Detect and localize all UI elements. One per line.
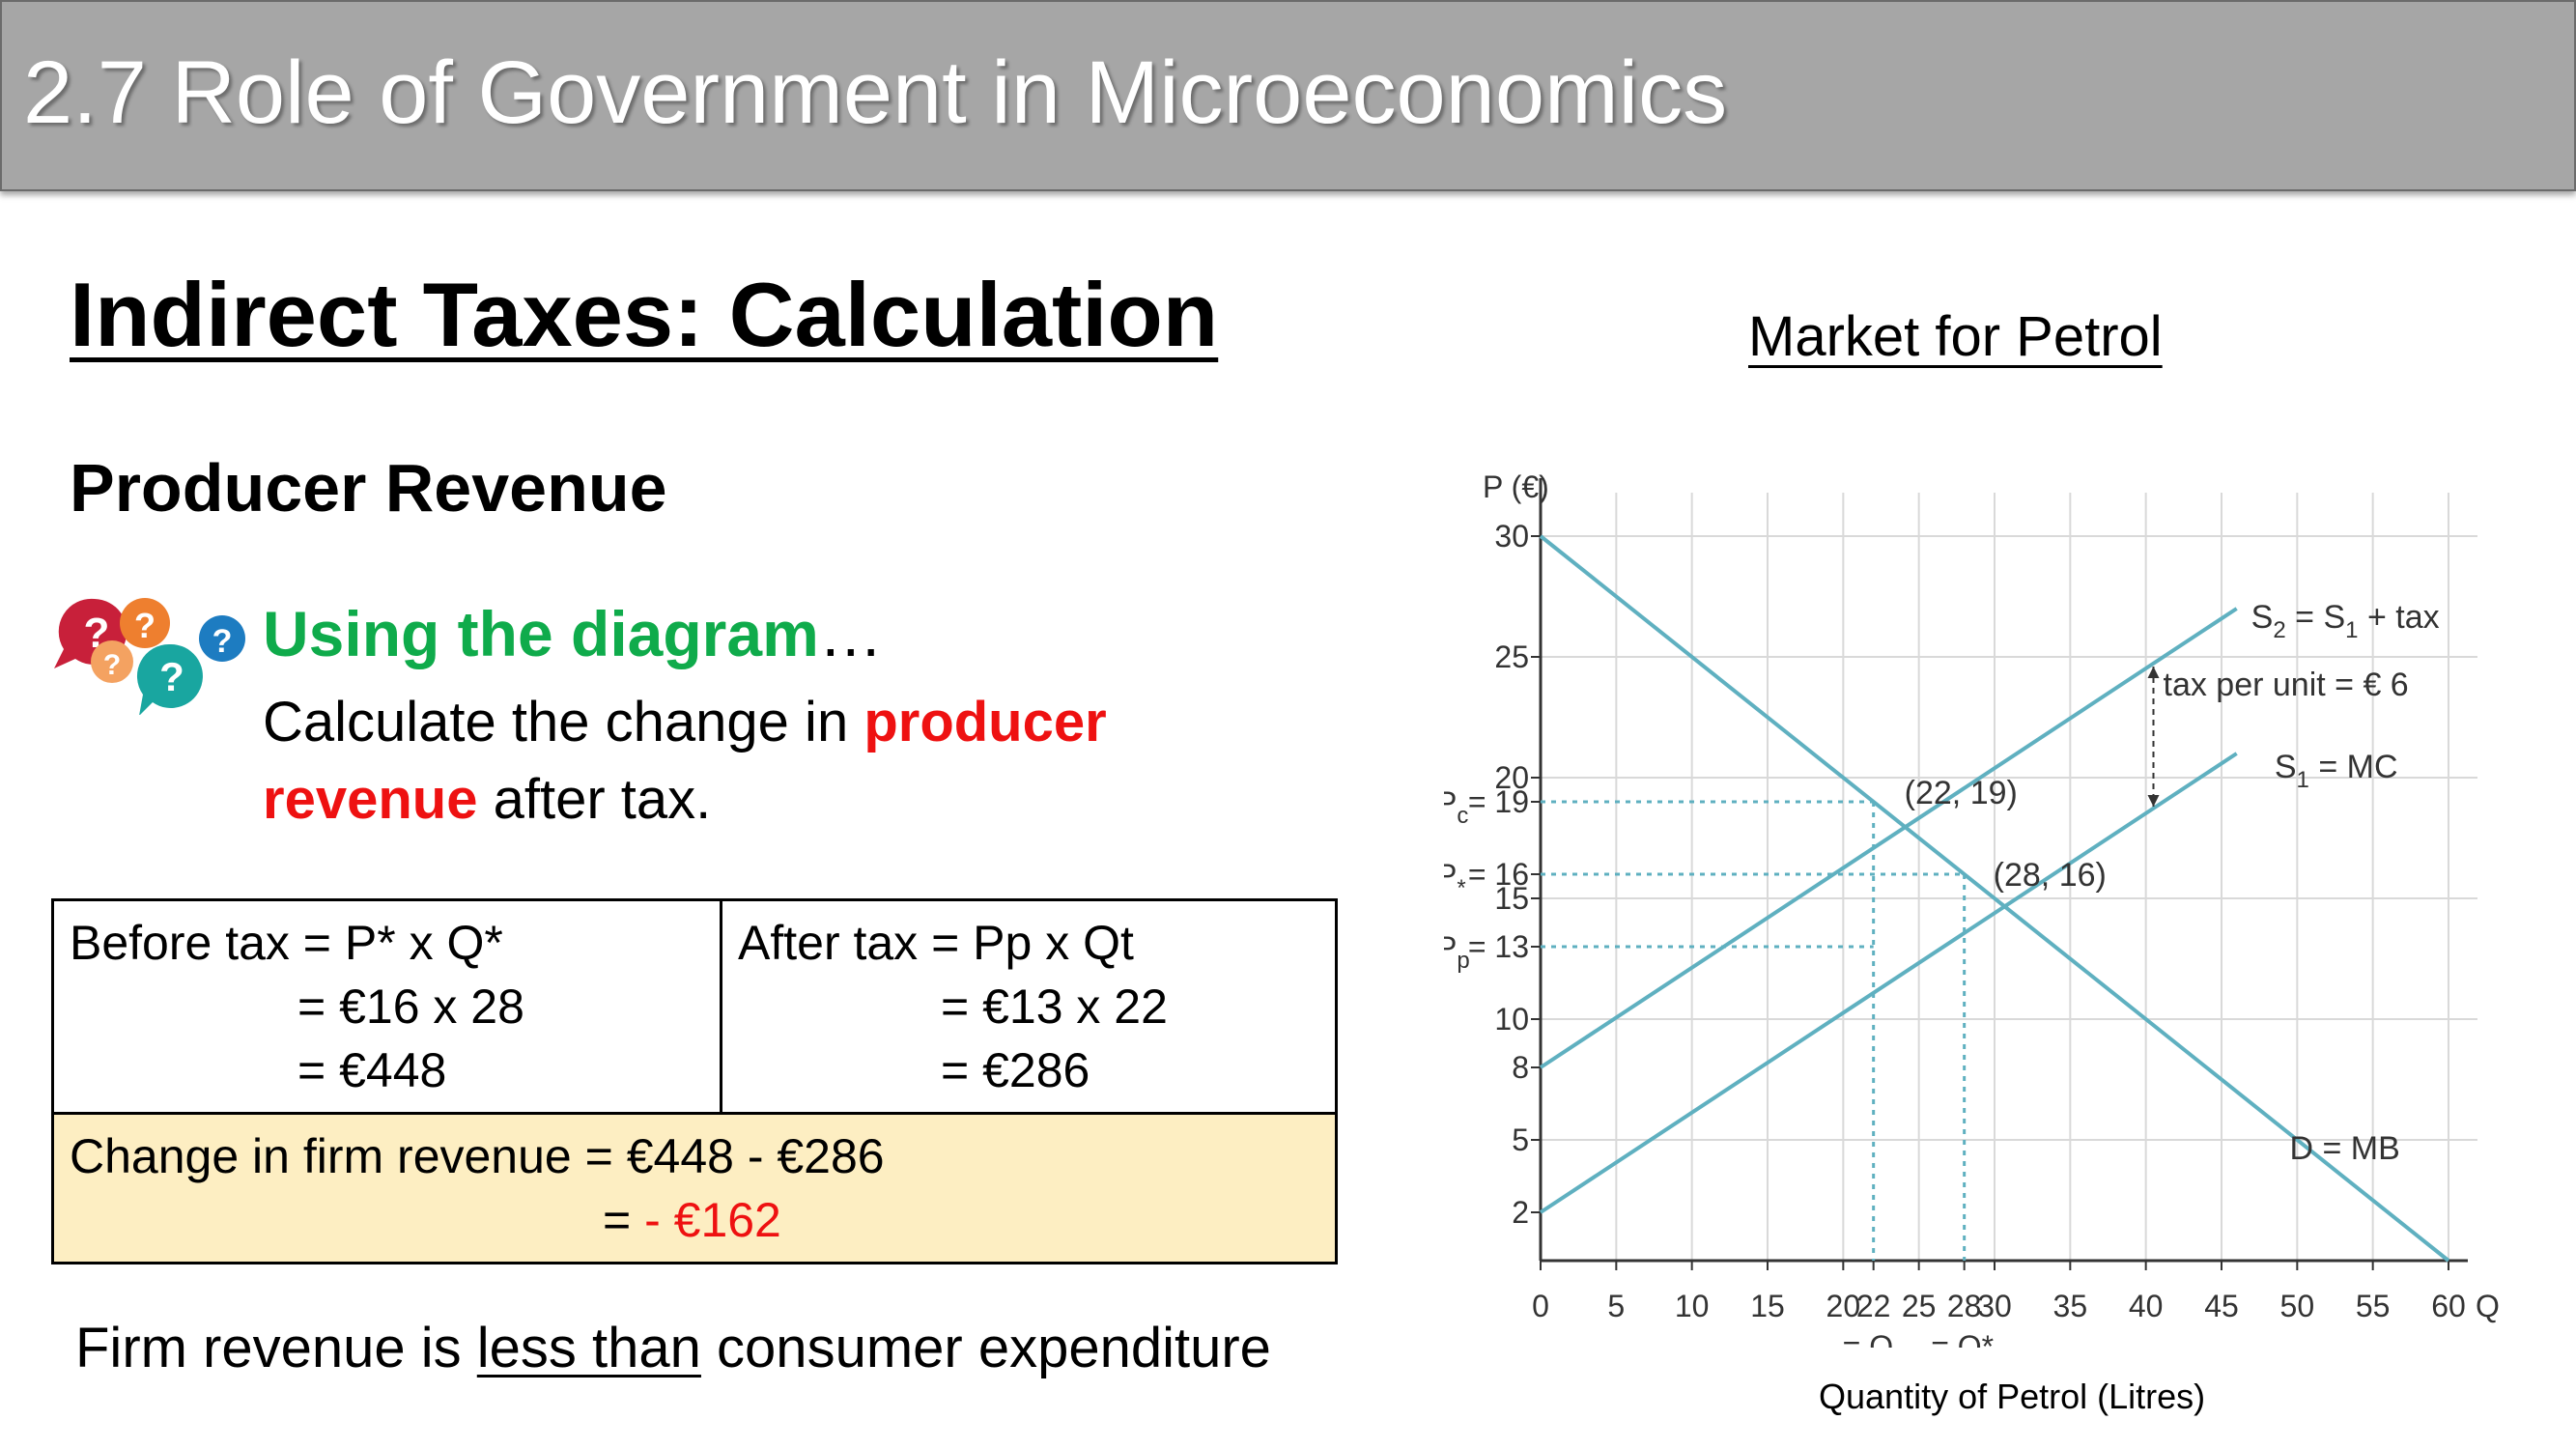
x-tick-label: 45 bbox=[2204, 1289, 2239, 1323]
price-label: Pc bbox=[1444, 785, 1468, 829]
x-tick-label: 10 bbox=[1675, 1289, 1710, 1323]
y-axis-label: P (€) bbox=[1483, 469, 1549, 504]
after-line3: = €286 bbox=[941, 1043, 1090, 1097]
prompt-lead-text: Using the diagram bbox=[263, 598, 819, 669]
after-line2: = €13 x 22 bbox=[941, 980, 1168, 1034]
y-tick-label: 2 bbox=[1512, 1195, 1529, 1230]
x-tick-label: 22 bbox=[1856, 1289, 1891, 1323]
conclusion-emphasis: less than bbox=[476, 1317, 701, 1379]
revenue-calculation-table: Before tax = P* x Q* = €16 x 28 = €448 A… bbox=[51, 898, 1338, 1264]
x-tick-label: 40 bbox=[2129, 1289, 2164, 1323]
svg-text:?: ? bbox=[159, 654, 184, 699]
series-label: D = MB bbox=[2290, 1130, 2400, 1167]
y-tick-label: = 19 bbox=[1468, 784, 1529, 819]
change-cell: Change in firm revenue = €448 - €286 = -… bbox=[51, 1112, 1338, 1264]
x-tick-label: 5 bbox=[1607, 1289, 1625, 1323]
tax-arrow-head-down bbox=[2147, 795, 2160, 807]
x-tick-label: 55 bbox=[2356, 1289, 2391, 1323]
series-label: S2 = S1 + tax bbox=[2251, 599, 2440, 643]
y-tick-label: 15 bbox=[1494, 881, 1529, 916]
before-tax-cell: Before tax = P* x Q* = €16 x 28 = €448 bbox=[51, 898, 722, 1115]
after-tax-cell: After tax = Pp x Qt = €13 x 22 = €286 bbox=[720, 898, 1338, 1115]
x-tick-label: 60 bbox=[2431, 1289, 2466, 1323]
before-line2: = €16 x 28 bbox=[297, 980, 524, 1034]
svg-text:?: ? bbox=[134, 606, 156, 645]
section-subtitle: Producer Revenue bbox=[70, 450, 667, 526]
demand-line bbox=[1539, 534, 2450, 1263]
y-tick-label: 30 bbox=[1494, 519, 1529, 554]
series-label: S1 = MC bbox=[2275, 749, 2398, 793]
prompt-highlight: producer revenue bbox=[263, 691, 1107, 831]
prompt-lead-ellipsis: … bbox=[818, 598, 883, 669]
header-bar: 2.7 Role of Government in Microeconomics bbox=[0, 0, 2576, 191]
y-tick-label: 20 bbox=[1494, 760, 1529, 795]
page-title: Indirect Taxes: Calculation bbox=[70, 264, 1219, 365]
tax-arrow-head-up bbox=[2147, 667, 2160, 678]
qstar-label: = Q* bbox=[1931, 1329, 1994, 1348]
x-tick-label: 20 bbox=[1826, 1289, 1861, 1323]
x-axis-label: Q bbox=[2476, 1289, 2500, 1323]
conclusion-text: Firm revenue is less than consumer expen… bbox=[75, 1316, 1271, 1380]
s2-line bbox=[1539, 607, 2238, 1069]
question-bubble-icon: ? ? ? ? ? bbox=[54, 598, 245, 715]
tax-annotation: tax per unit = € 6 bbox=[2164, 667, 2409, 703]
change-eq: = bbox=[603, 1193, 645, 1247]
conclusion-end: consumer expenditure bbox=[700, 1317, 1271, 1379]
qt-label: = Qt bbox=[1843, 1329, 1900, 1348]
before-line1: Before tax = P* x Q* bbox=[70, 916, 503, 970]
y-tick-label: 5 bbox=[1512, 1122, 1529, 1157]
x-tick-label: 0 bbox=[1532, 1289, 1549, 1323]
header-title: 2.7 Role of Government in Microeconomics bbox=[23, 43, 1728, 142]
price-label: P* bbox=[1444, 858, 1466, 901]
s1-line bbox=[1539, 752, 2238, 1214]
x-tick-label: 35 bbox=[2053, 1289, 2088, 1323]
point-label: (28, 16) bbox=[1994, 857, 2107, 894]
y-tick-label: 10 bbox=[1494, 1002, 1529, 1037]
x-tick-label: 25 bbox=[1902, 1289, 1937, 1323]
chart-title: Market for Petrol bbox=[1748, 305, 2163, 368]
after-line1: After tax = Pp x Qt bbox=[738, 916, 1134, 970]
y-tick-label: 25 bbox=[1494, 639, 1529, 674]
conclusion-start: Firm revenue is bbox=[75, 1317, 477, 1379]
x-tick-label: 28 bbox=[1947, 1289, 1982, 1323]
x-tick-label: 30 bbox=[1977, 1289, 2012, 1323]
change-line1: Change in firm revenue = €448 - €286 bbox=[70, 1129, 885, 1183]
table-row: Change in firm revenue = €448 - €286 = -… bbox=[51, 1112, 1338, 1264]
prompt-line-start: Calculate the change in bbox=[263, 691, 864, 753]
x-axis-caption: Quantity of Petrol (Litres) bbox=[1819, 1377, 2206, 1416]
prompt-lead: Using the diagram… bbox=[263, 597, 883, 670]
table-row: Before tax = P* x Q* = €16 x 28 = €448 A… bbox=[51, 898, 1338, 1115]
before-line3: = €448 bbox=[297, 1043, 447, 1097]
y-tick-label: = 13 bbox=[1468, 929, 1529, 964]
price-label: Pp bbox=[1444, 930, 1470, 974]
change-line2: = - €162 bbox=[70, 1188, 1319, 1252]
point-label: (22, 19) bbox=[1905, 775, 2018, 811]
y-tick-label: 8 bbox=[1512, 1050, 1529, 1085]
x-tick-label: 15 bbox=[1750, 1289, 1785, 1323]
y-tick-label: = 16 bbox=[1468, 857, 1529, 892]
x-tick-label: 50 bbox=[2280, 1289, 2315, 1323]
change-value: - €162 bbox=[644, 1193, 781, 1247]
prompt-question: Calculate the change in producer revenue… bbox=[263, 684, 1229, 838]
svg-text:?: ? bbox=[103, 649, 121, 681]
svg-text:?: ? bbox=[212, 623, 233, 660]
prompt-line-end: after tax. bbox=[477, 768, 712, 831]
